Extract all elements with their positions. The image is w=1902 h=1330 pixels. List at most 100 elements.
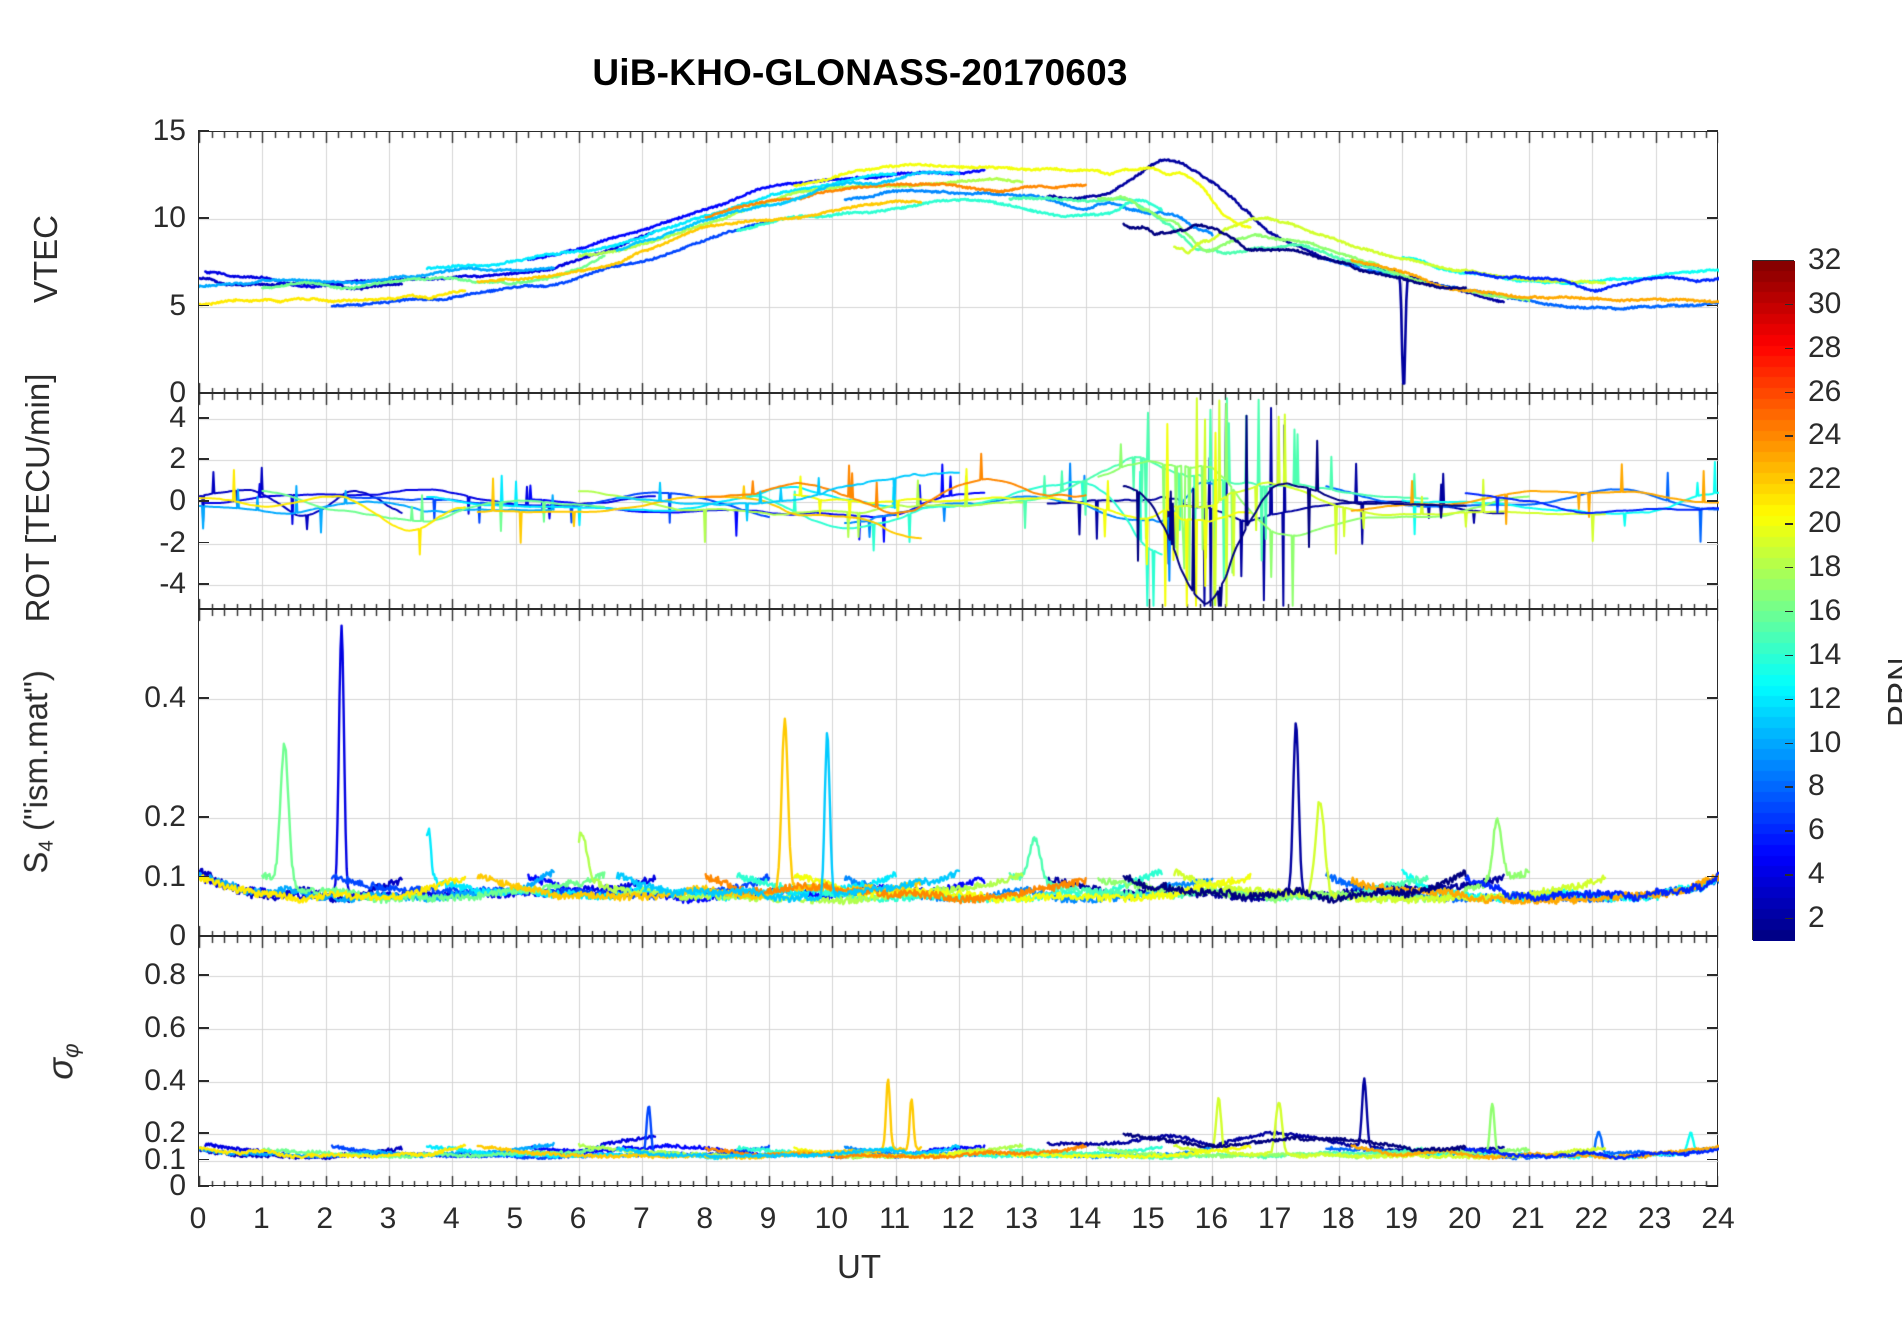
ytick-vtec-0: 0 bbox=[169, 376, 186, 409]
ytick-mark bbox=[1707, 583, 1718, 585]
ytick-mark bbox=[1707, 500, 1718, 502]
colorbar-tick-mark bbox=[1785, 260, 1793, 262]
colorbar-tick-15: 32 bbox=[1808, 243, 1842, 276]
ytick-mark bbox=[1707, 541, 1718, 544]
ytick-mark bbox=[198, 500, 209, 502]
ytick-vtec-1: 5 bbox=[169, 288, 186, 322]
xtick-3: 3 bbox=[379, 1202, 397, 1235]
colorbar[interactable] bbox=[1752, 260, 1795, 941]
xtick-12: 12 bbox=[941, 1202, 975, 1235]
ytick-s4-3: 0.4 bbox=[144, 681, 186, 715]
colorbar-tick-mark bbox=[1785, 303, 1793, 306]
ytick-mark bbox=[198, 935, 209, 937]
ytick-mark bbox=[198, 217, 209, 220]
ytick-mark bbox=[1707, 935, 1718, 937]
xtick-9: 9 bbox=[759, 1202, 777, 1235]
ytick-mark bbox=[1707, 304, 1718, 307]
ytick-mark bbox=[198, 458, 209, 461]
colorbar-tick-mark bbox=[1785, 786, 1793, 788]
xtick-4: 4 bbox=[442, 1202, 460, 1235]
ytick-sigma_phi-4: 0.6 bbox=[144, 1011, 186, 1045]
xtick-24: 24 bbox=[1701, 1202, 1735, 1235]
ytick-sigma_phi-0: 0 bbox=[169, 1169, 186, 1202]
panel-vtec-plot bbox=[199, 132, 1719, 394]
xtick-23: 23 bbox=[1637, 1202, 1672, 1235]
ytick-mark bbox=[198, 1185, 209, 1187]
xtick-10: 10 bbox=[814, 1202, 849, 1235]
xtick-16: 16 bbox=[1194, 1202, 1229, 1235]
ytick-sigma_phi-3: 0.4 bbox=[144, 1063, 186, 1097]
ytick-mark bbox=[1707, 816, 1718, 818]
ytick-sigma_phi-5: 0.8 bbox=[144, 958, 186, 992]
colorbar-label: PRN bbox=[1881, 657, 1902, 727]
colorbar-tick-0: 2 bbox=[1808, 901, 1825, 935]
ytick-mark bbox=[198, 1158, 209, 1161]
xtick-8: 8 bbox=[696, 1202, 713, 1235]
xtick-22: 22 bbox=[1574, 1202, 1609, 1235]
ytick-mark bbox=[198, 875, 209, 878]
ytick-vtec-3: 15 bbox=[152, 114, 186, 147]
ytick-rot-2: 0 bbox=[169, 484, 186, 517]
colorbar-tick-9: 20 bbox=[1808, 506, 1842, 540]
ytick-rot-4: 4 bbox=[169, 400, 186, 434]
xtick-18: 18 bbox=[1321, 1202, 1355, 1235]
xtick-21: 21 bbox=[1511, 1202, 1545, 1235]
panel-rot bbox=[198, 393, 1719, 610]
colorbar-tick-mark bbox=[1785, 479, 1793, 481]
colorbar-tick-mark bbox=[1785, 610, 1793, 613]
ytick-mark bbox=[1707, 1132, 1718, 1135]
xtick-13: 13 bbox=[1004, 1202, 1039, 1235]
xtick-20: 20 bbox=[1447, 1202, 1482, 1235]
figure-title: UiB-KHO-GLONASS-20170603 bbox=[592, 52, 1128, 93]
xtick-2: 2 bbox=[316, 1202, 333, 1235]
xtick-6: 6 bbox=[569, 1202, 587, 1235]
colorbar-tick-mark bbox=[1785, 435, 1793, 437]
colorbar-tick-10: 22 bbox=[1808, 462, 1842, 496]
colorbar-tick-8: 18 bbox=[1808, 550, 1842, 584]
colorbar-tick-14: 30 bbox=[1808, 286, 1842, 320]
colorbar-tick-2: 6 bbox=[1808, 813, 1825, 847]
colorbar-tick-5: 12 bbox=[1808, 681, 1842, 715]
ytick-mark bbox=[198, 816, 209, 818]
colorbar-tick-mark bbox=[1785, 523, 1793, 525]
colorbar-tick-13: 28 bbox=[1808, 330, 1842, 364]
colorbar-tick-mark bbox=[1785, 874, 1793, 876]
panel-vtec bbox=[198, 131, 1719, 394]
xtick-19: 19 bbox=[1384, 1202, 1419, 1235]
xtick-14: 14 bbox=[1067, 1202, 1102, 1235]
ytick-mark bbox=[198, 974, 209, 977]
ytick-sigma_phi-2: 0.2 bbox=[144, 1116, 186, 1150]
ytick-mark bbox=[198, 1132, 209, 1135]
colorbar-tick-mark bbox=[1785, 347, 1793, 350]
ytick-mark bbox=[1707, 217, 1718, 220]
colorbar-tick-6: 14 bbox=[1808, 637, 1842, 671]
panel-sigma_phi-plot bbox=[199, 937, 1719, 1187]
ytick-mark bbox=[198, 304, 209, 307]
ytick-mark bbox=[1707, 392, 1718, 394]
ytick-mark bbox=[1707, 1027, 1718, 1029]
colorbar-tick-mark bbox=[1785, 698, 1793, 701]
ytick-mark bbox=[198, 130, 209, 132]
ytick-mark bbox=[1707, 697, 1718, 699]
ytick-mark bbox=[198, 1027, 209, 1029]
xtick-15: 15 bbox=[1131, 1202, 1165, 1235]
ytick-vtec-2: 10 bbox=[152, 201, 186, 235]
colorbar-tick-3: 8 bbox=[1808, 769, 1825, 803]
ytick-mark bbox=[1707, 130, 1718, 132]
colorbar-tick-mark bbox=[1785, 918, 1793, 920]
ytick-mark bbox=[198, 392, 209, 394]
ytick-sigma_phi-1: 0.1 bbox=[144, 1142, 186, 1176]
ytick-rot-0: -4 bbox=[159, 567, 186, 601]
xtick-7: 7 bbox=[632, 1202, 650, 1235]
colorbar-tick-mark bbox=[1785, 567, 1793, 569]
colorbar-tick-7: 16 bbox=[1808, 593, 1842, 627]
ytick-mark bbox=[198, 1079, 209, 1082]
colorbar-tick-mark bbox=[1785, 742, 1793, 744]
xtick-11: 11 bbox=[879, 1202, 911, 1235]
panel-s4 bbox=[198, 609, 1719, 937]
colorbar-tick-mark bbox=[1785, 654, 1793, 657]
ytick-s4-1: 0.1 bbox=[144, 859, 186, 893]
panel-s4-plot bbox=[199, 610, 1719, 937]
ytick-mark bbox=[1707, 1185, 1718, 1187]
